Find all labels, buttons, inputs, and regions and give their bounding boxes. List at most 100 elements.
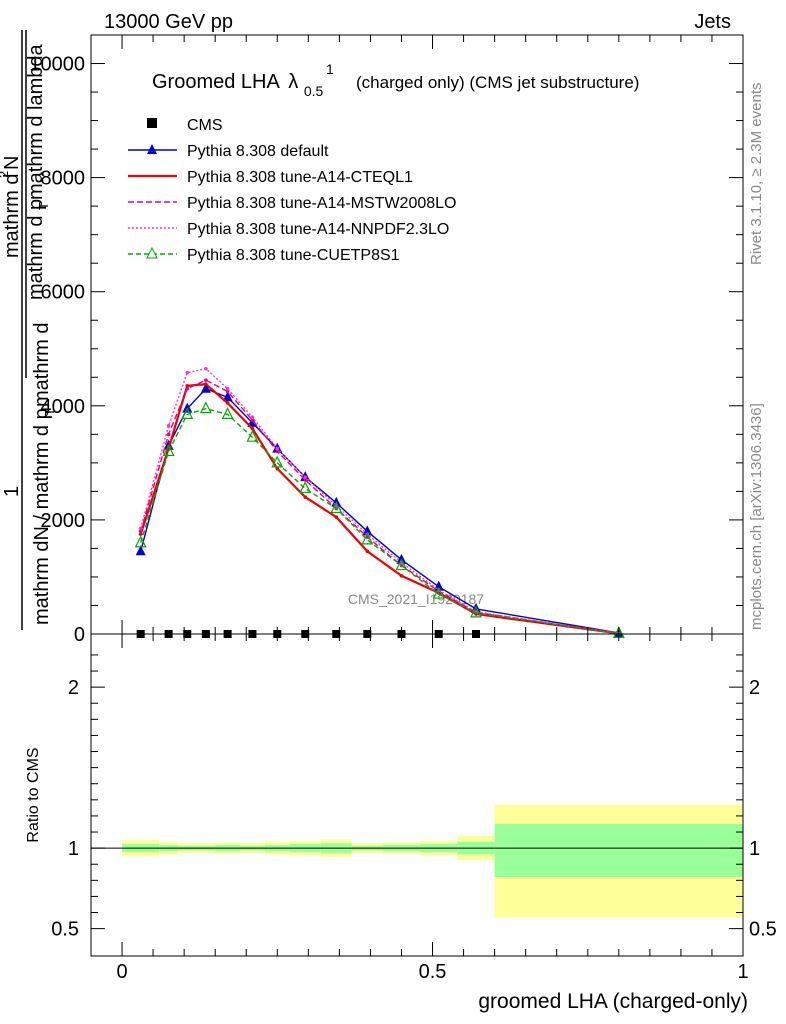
- series-point-3: [204, 366, 208, 371]
- ratio-frame: [90, 633, 744, 957]
- ratio-ytick-label-right: 0.5: [749, 919, 777, 941]
- legend-label-3: Pythia 8.308 tune-A14-NNPDF2.3LO: [187, 221, 449, 238]
- series-point-2: [138, 529, 143, 534]
- title-symbol: λ: [288, 71, 298, 93]
- ratio-yticks: 0.5 0.5 1 1 2 2: [51, 654, 777, 941]
- series-point-0: [362, 525, 373, 536]
- ratio-panel: 0.5 0.51 12 2 0 0.5 1 Ratio to CMS groomed LH…: [25, 633, 777, 1013]
- series-point-1: [275, 466, 280, 471]
- series-point-1: [399, 574, 404, 578]
- series-point-3: [138, 526, 143, 531]
- main-series-group: [134, 366, 625, 639]
- series-point-1: [204, 382, 208, 386]
- legend-item-cms: CMS: [147, 117, 223, 134]
- legend-label-cms: CMS: [187, 117, 223, 134]
- ratio-ytick-label: 0.5: [51, 919, 79, 941]
- main-ytick-label: 6000: [41, 282, 86, 304]
- series-point-1: [138, 532, 143, 536]
- ylabel-part-4: mathrm d: [1, 174, 23, 258]
- legend-item-4: Pythia 8.308 tune-CUETP8S1: [128, 246, 400, 264]
- watermark: CMS_2021_I1920187: [348, 591, 484, 607]
- series-point-4: [432, 586, 445, 599]
- series-point-4: [134, 535, 147, 548]
- series-point-3: [185, 370, 190, 375]
- legend-marker-0: [147, 144, 157, 154]
- ratio-ytick-label-right: 2: [749, 677, 760, 699]
- svg-text:Groomed LHA λ: Groomed LHA λ 0.5: [152, 71, 324, 99]
- series-point-4: [330, 501, 343, 514]
- main-ytick-label: 8000: [41, 168, 86, 190]
- ratio-bands: [122, 804, 743, 918]
- series-point-3: [225, 386, 230, 391]
- main-panel: CMS_2021_I1920187 0 2000 4000 6000 8000 10000…: [0, 30, 744, 646]
- series-point-1: [225, 401, 230, 405]
- series-point-2: [185, 386, 190, 391]
- series-point-1: [303, 495, 308, 499]
- series-point-4: [199, 401, 212, 414]
- chart-title: Groomed LHA λ 0.5 1 (charged only) (CMS …: [152, 61, 639, 99]
- series-point-2: [166, 432, 171, 437]
- series-line-3: [140, 367, 619, 635]
- ratio-inner-band-13: [494, 823, 743, 878]
- series-point-4: [162, 444, 175, 457]
- x-axis-label: groomed LHA (charged-only): [478, 990, 748, 1013]
- header-left: 13000 GeV pp: [104, 11, 233, 33]
- ratio-y-axis-label: Ratio to CMS: [25, 747, 42, 842]
- series-point-3: [166, 423, 171, 428]
- ratio-xticks: 0 0.5 1: [116, 634, 749, 983]
- series-line-2: [140, 379, 619, 635]
- series-point-2: [303, 478, 308, 482]
- series-point-3: [250, 415, 255, 420]
- series-point-0: [222, 391, 233, 402]
- main-yticks: 0 2000 4000 6000 8000 10000: [29, 54, 743, 646]
- series-point-4: [181, 407, 194, 419]
- ratio-ytick-label: 1: [68, 838, 79, 860]
- series-point-1: [250, 426, 255, 431]
- legend-label-2: Pythia 8.308 tune-A14-MSTW2008LO: [187, 195, 456, 212]
- ylabel-part-9: mathrm d lambda: [25, 44, 47, 200]
- series-point-3: [275, 446, 280, 451]
- series-point-3: [303, 475, 308, 479]
- ylabel-part-1: mathrm dN / mathrm d p: [31, 408, 53, 625]
- ratio-xtick-label: 0: [116, 961, 127, 983]
- legend-item-3: Pythia 8.308 tune-A14-NNPDF2.3LO: [128, 221, 449, 238]
- series-point-1: [365, 549, 370, 554]
- series-point-2: [204, 378, 208, 382]
- legend-item-2: Pythia 8.308 tune-A14-MSTW2008LO: [128, 195, 456, 212]
- legend: CMS Pythia 8.308 default Pythia 8.308 tun…: [128, 117, 456, 264]
- legend-marker-4: [146, 246, 158, 259]
- ylabel-part-3: mathrm d: [31, 323, 53, 407]
- rivet-label: Rivet 3.1.10, ≥ 2.3M events: [748, 83, 765, 266]
- ratio-xtick-label: 0.5: [419, 961, 447, 983]
- ratio-ytick-label: 2: [68, 677, 79, 699]
- series-point-4: [221, 407, 234, 419]
- ylabel-part-6: N: [1, 156, 23, 170]
- series-point-4: [361, 532, 374, 545]
- series-point-1: [185, 384, 190, 388]
- main-ytick-label: 10000: [29, 54, 85, 76]
- title-sup: 1: [326, 61, 334, 77]
- series-point-4: [395, 558, 408, 571]
- title-main: Groomed LHA: [152, 71, 280, 93]
- legend-item-1: Pythia 8.308 tune-A14-CTEQL1: [128, 169, 413, 186]
- y-axis-label: mathrm dN / mathrm d p T mathrm d 1 math…: [0, 30, 57, 630]
- title-rest: (charged only) (CMS jet substructure): [356, 73, 639, 92]
- ylabel-one: 1: [1, 486, 23, 497]
- ylabel-part-2: T: [42, 408, 57, 416]
- ylabel-part-8: T: [36, 202, 51, 210]
- series-point-4: [271, 455, 284, 468]
- legend-marker-cms: [147, 118, 157, 128]
- mcplots-label: mcplots.cern.ch [arXiv:1306.3436]: [748, 403, 765, 630]
- series-point-0: [200, 382, 211, 393]
- series-point-4: [299, 481, 312, 494]
- series-point-0: [135, 545, 146, 556]
- main-ytick-label: 2000: [41, 510, 86, 532]
- main-ytick-label: 0: [74, 624, 85, 646]
- main-xticks: [121, 35, 744, 634]
- ylabel-part-7: mathrm d p: [25, 199, 47, 300]
- series-point-2: [275, 449, 280, 454]
- legend-label-1: Pythia 8.308 tune-A14-CTEQL1: [187, 169, 413, 186]
- series-point-1: [334, 515, 339, 519]
- series-point-2: [250, 418, 255, 422]
